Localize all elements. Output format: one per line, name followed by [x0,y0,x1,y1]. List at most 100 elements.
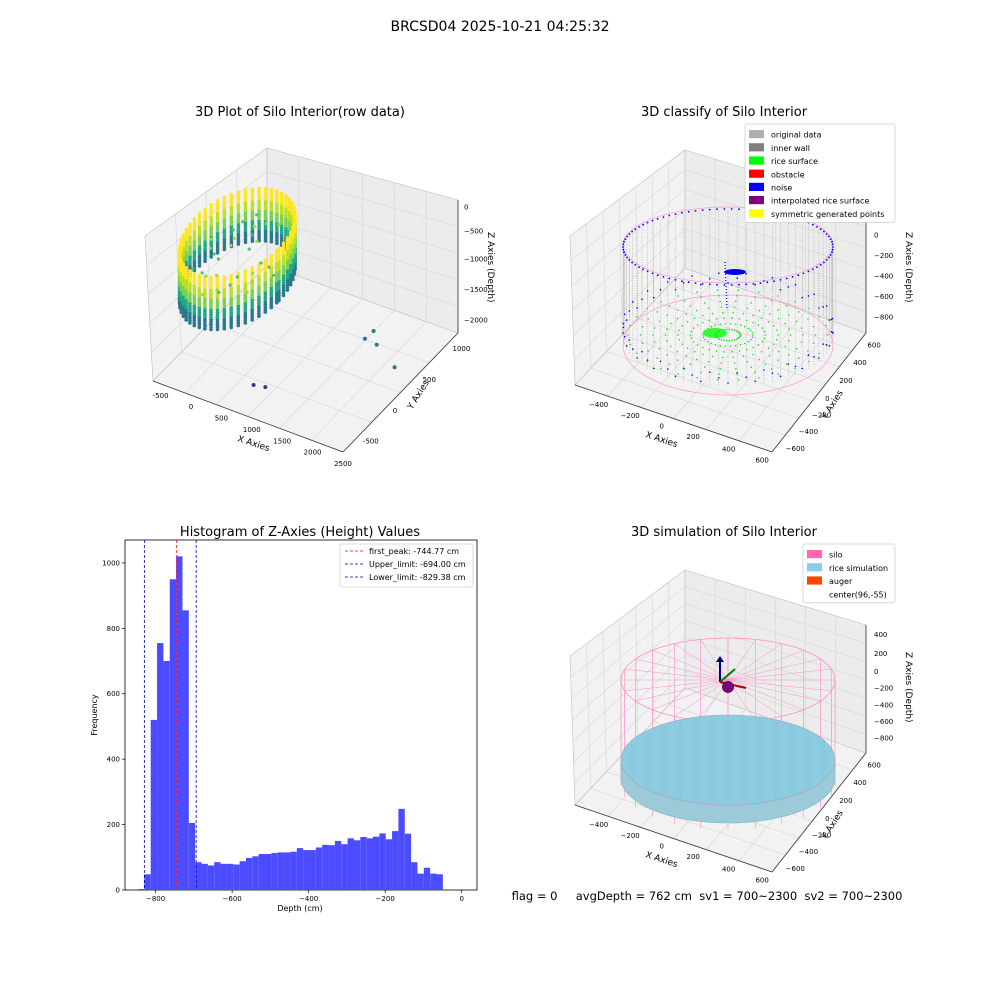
data-point [222,195,227,200]
noise-point [822,306,824,308]
data-point [287,204,292,209]
gridline [573,654,686,763]
data-point [188,224,192,229]
rice-surface-point [746,360,749,363]
legend-frame [339,543,474,588]
data-point [217,290,221,294]
data-point [197,224,202,229]
data-point [243,218,248,222]
data-point [243,208,248,212]
data-point [241,220,245,224]
y-tick-label: 1000 [102,559,120,567]
histogram-bar [258,854,266,890]
data-point [274,266,279,270]
y-axis-line [771,752,867,873]
gridline [673,300,776,419]
data-point [200,271,204,275]
data-point [279,201,284,205]
data-point [274,263,279,268]
y-tick-label: 0 [393,407,397,415]
rice-surface-point [758,358,761,361]
data-point [229,300,233,305]
rice-surface-point [678,338,680,341]
data-point [250,212,255,216]
rice-surface-point [714,324,717,327]
x-tick-label: 2000 [304,449,322,457]
data-point [197,234,202,239]
silo-roof-line [727,643,782,681]
data-point [243,301,248,306]
legend-label: rice simulation [829,564,888,573]
y-tick-label: −400 [799,428,818,436]
axes-3d [144,147,459,453]
data-point [222,327,227,331]
silo-roof-line [700,639,729,681]
rice-surface-point [731,339,733,342]
rice-surface-point [764,334,767,336]
rice-surface-point [681,343,684,346]
noise-point [763,369,765,371]
data-point [184,303,188,307]
data-point [181,279,186,284]
noise-point [819,228,822,231]
rice-surface-point [666,340,668,342]
data-point [188,281,192,286]
z-tick-label: 0 [874,231,878,239]
noise-point [682,281,685,284]
x-axis-label: X Axies [644,430,679,450]
data-point [288,250,293,255]
rice-surface-point [646,307,648,310]
data-point [275,194,279,198]
data-point [291,227,295,232]
x-tick-label: −400 [589,401,608,409]
data-point [257,307,261,311]
data-point [197,318,202,322]
silo-roof-line [727,679,821,702]
data-point [275,209,279,213]
data-point [250,315,254,320]
histogram-bar [366,838,374,890]
legend-label: rice surface [771,157,818,166]
data-point [247,247,251,251]
left-pane [144,147,268,382]
noise-point [659,288,662,291]
histogram-bar [373,836,380,890]
noise-point [813,355,815,358]
noise-point [701,209,704,212]
data-point [181,284,186,289]
data-point [203,289,207,294]
data-point [197,276,202,280]
histogram-bar [347,838,354,890]
data-point [181,294,186,299]
data-point [269,215,274,219]
data-point [274,288,279,293]
rice-surface-point [738,350,741,352]
data-point [288,245,293,250]
data-point [243,284,248,288]
data-point [257,186,261,191]
rice-surface-point [700,371,702,374]
legend-swatch [807,563,822,572]
data-point [222,230,227,234]
data-point [222,302,227,306]
data-point [279,208,284,213]
gridline [668,582,670,705]
data-point [257,267,261,272]
data-points [177,186,397,390]
legend: original data inner wall rice surface obsta… [744,123,896,223]
data-point [188,249,192,254]
noise-point [628,259,631,261]
data-point [257,229,261,233]
data-point [288,277,293,282]
data-point [209,225,213,229]
data-point [188,271,192,276]
rice-surface-point [769,355,771,357]
rice-surface-point [800,341,803,343]
tick-labels: −400 −200 0 200 400 600 −600 −400 −200 0 200 400 600… [589,211,893,465]
data-point [255,239,259,243]
legend-label: Upper_limit: -694.00 cm [369,560,466,569]
rice-surface-point [710,325,713,328]
noise-point [801,296,803,299]
data-point [203,327,207,331]
